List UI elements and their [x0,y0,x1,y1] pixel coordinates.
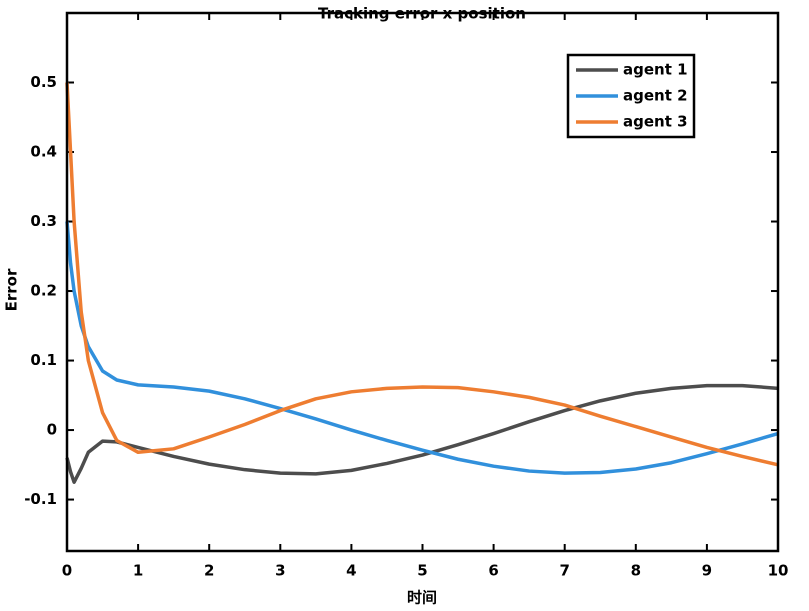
x-tick-label: 0 [62,562,72,580]
legend-label: agent 2 [623,87,688,105]
x-tick-label: 7 [559,562,569,580]
x-tick-label: 1 [133,562,143,580]
x-tick-label: 4 [346,562,356,580]
y-tick-label: 0.5 [30,73,57,91]
series-line [65,221,779,475]
series-line [65,82,779,467]
legend-label: agent 1 [623,61,688,79]
legend-label: agent 3 [623,113,688,131]
y-axis-label: Error [3,268,21,311]
x-tick-label: 3 [275,562,285,580]
x-tick-label: 10 [768,562,789,580]
y-tick-label: 0.3 [30,212,57,230]
x-axis-label: 时间 [407,589,437,607]
x-tick-label: 5 [417,562,427,580]
x-tick-label: 8 [631,562,641,580]
x-tick-label: 6 [488,562,498,580]
x-tick-label: 9 [702,562,712,580]
y-tick-label: -0.1 [24,490,57,508]
y-tick-label: 0 [47,421,57,439]
plot-frame [65,11,780,553]
x-tick-label: 2 [204,562,214,580]
y-tick-label: 0.4 [30,143,57,161]
y-tick-label: 0.1 [30,351,57,369]
series-line [65,383,779,484]
y-tick-label: 0.2 [30,282,57,300]
